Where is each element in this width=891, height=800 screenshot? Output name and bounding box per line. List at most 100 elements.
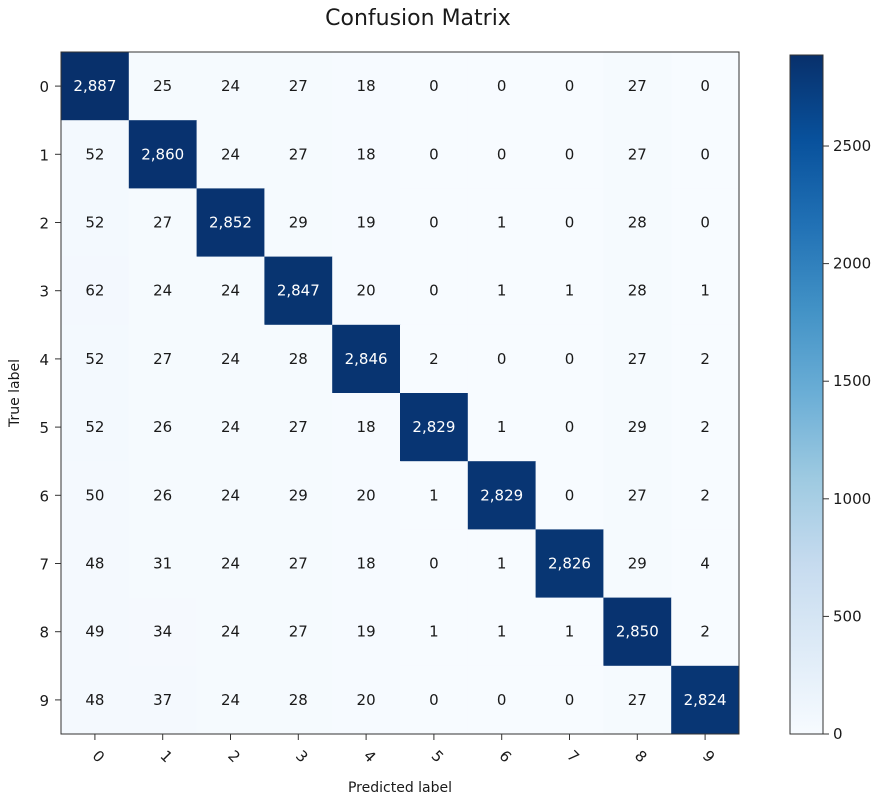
x-tick-label: 4 (360, 747, 379, 766)
cell-value-label: 34 (153, 623, 172, 641)
heatmap-cell (61, 529, 130, 599)
cell-value-label: 1 (429, 623, 439, 641)
heatmap-cell (264, 256, 333, 326)
cell-value-label: 52 (85, 350, 104, 368)
cell-value-label: 28 (289, 691, 308, 709)
cell-value-label: 24 (221, 282, 240, 300)
cell-value-label: 50 (85, 486, 104, 504)
heatmap-cell (467, 188, 537, 258)
cell-value-label: 24 (221, 486, 240, 504)
cell-value-label: 2,850 (616, 623, 659, 641)
cell-value-label: 0 (565, 77, 575, 95)
heatmap-cell (671, 393, 740, 462)
cell-value-label: 2,887 (73, 77, 116, 95)
heatmap-cell (128, 529, 198, 599)
heatmap-cell (535, 665, 604, 735)
x-tick-label: 9 (699, 747, 718, 766)
cell-value-label: 0 (497, 145, 507, 163)
heatmap-cell (128, 665, 198, 735)
x-tick-label: 2 (224, 747, 243, 766)
heatmap-cell (332, 120, 401, 189)
heatmap-cell (196, 665, 265, 735)
cell-value-label: 52 (85, 214, 104, 232)
cell-value-label: 0 (565, 418, 575, 436)
y-tick-label: 0 (39, 78, 49, 96)
cell-value-label: 2,846 (345, 350, 388, 368)
cell-value-label: 29 (628, 418, 647, 436)
heatmap-cell (603, 256, 672, 326)
y-axis-ticks: 0 1 2 3 4 5 6 7 8 9 (39, 78, 61, 710)
heatmap-cell (400, 393, 469, 462)
colorbar-tick-label: 500 (833, 607, 862, 625)
heatmap-cell (128, 597, 198, 667)
heatmap-cell (535, 529, 604, 599)
heatmap-cell (535, 256, 604, 326)
heatmap-cell (264, 52, 333, 121)
x-tick-label: 3 (292, 747, 311, 766)
y-tick-label: 9 (39, 692, 49, 710)
x-tick-label: 1 (156, 747, 175, 766)
cell-value-label: 26 (153, 418, 172, 436)
cell-value-label: 0 (565, 145, 575, 163)
cell-value-label: 2,860 (141, 145, 184, 163)
cell-value-label: 27 (628, 486, 647, 504)
heatmap-cell (332, 461, 401, 530)
cell-value-label: 28 (628, 282, 647, 300)
cell-value-label: 0 (429, 691, 439, 709)
cell-value-label: 27 (153, 350, 172, 368)
cell-value-label: 27 (628, 691, 647, 709)
heatmap-cell (264, 461, 333, 530)
heatmap-cell (400, 256, 469, 326)
heatmap-cell (603, 120, 672, 189)
cell-value-label: 18 (357, 418, 376, 436)
cell-value-label: 37 (153, 691, 172, 709)
cell-value-label: 0 (429, 555, 439, 573)
cell-value-label: 24 (221, 555, 240, 573)
cell-value-label: 2 (429, 350, 439, 368)
y-tick-label: 5 (39, 419, 49, 437)
heatmap-cell (332, 529, 401, 599)
heatmap-cell (264, 120, 333, 189)
cell-value-label: 27 (289, 555, 308, 573)
heatmap-cell (61, 597, 130, 667)
heatmap-cell (196, 52, 265, 121)
cell-value-label: 1 (497, 555, 507, 573)
heatmap-cell (671, 256, 740, 326)
heatmap-cell (61, 52, 130, 121)
cell-value-label: 31 (153, 555, 172, 573)
heatmap-cell (400, 529, 469, 599)
cell-value-label: 1 (429, 486, 439, 504)
heatmap-cell (128, 256, 198, 326)
cell-value-label: 0 (429, 214, 439, 232)
heatmap-cell (467, 393, 537, 462)
heatmap-cell (264, 393, 333, 462)
x-tick-label: 8 (631, 747, 650, 766)
heatmap-cell (128, 393, 198, 462)
cell-value-label: 27 (289, 77, 308, 95)
heatmap-cell (61, 256, 130, 326)
heatmap-cell (467, 52, 537, 121)
y-tick-label: 7 (39, 556, 49, 574)
heatmap-cell (603, 529, 672, 599)
heatmap-cell (535, 120, 604, 189)
cell-value-label: 1 (497, 282, 507, 300)
cell-value-label: 24 (221, 77, 240, 95)
heatmap-cell (400, 665, 469, 735)
cell-value-label: 48 (85, 691, 104, 709)
cell-value-label: 0 (429, 145, 439, 163)
heatmap-cell (61, 461, 130, 530)
x-tick-label: 6 (495, 747, 514, 766)
cell-value-label: 0 (565, 691, 575, 709)
heatmap-cell (332, 188, 401, 258)
heatmap-cell (196, 597, 265, 667)
cell-value-label: 0 (565, 214, 575, 232)
heatmap-cell (264, 188, 333, 258)
heatmap-cell (671, 529, 740, 599)
y-tick-label: 6 (39, 487, 49, 505)
cell-value-label: 18 (357, 145, 376, 163)
cell-value-label: 0 (497, 77, 507, 95)
cell-value-label: 1 (565, 282, 575, 300)
cell-value-label: 52 (85, 145, 104, 163)
cell-value-label: 20 (357, 282, 376, 300)
chart-title: Confusion Matrix (325, 6, 511, 31)
